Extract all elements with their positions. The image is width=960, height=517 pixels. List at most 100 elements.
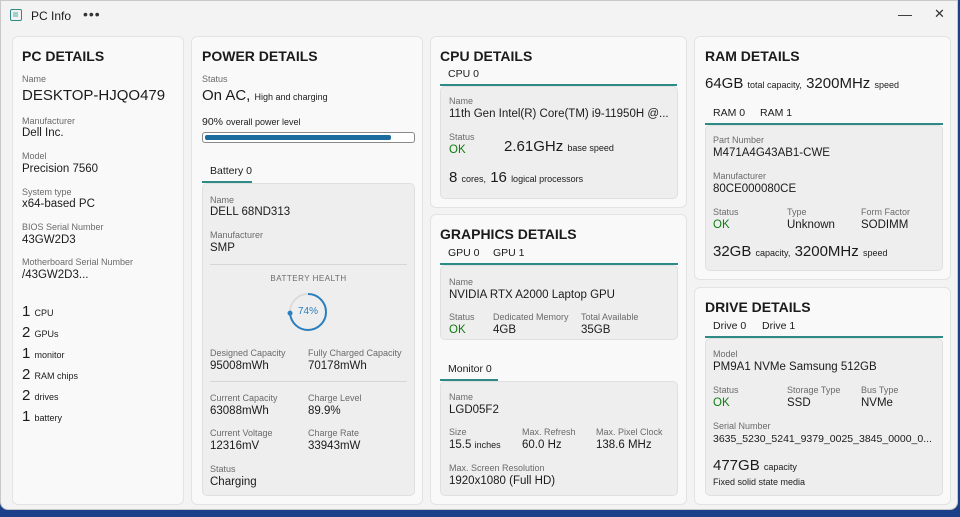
battery-card: Name DELL 68ND313 Manufacturer SMP BATTE… [202,183,415,496]
monitor-size: 15.5 inches [449,439,501,451]
cpu-speed: 2.61GHz base speed [504,138,614,155]
battery-health-label: BATTERY HEALTH [270,274,347,283]
battery-status: Charging [210,476,257,488]
count-gpus: 2 GPUs [22,324,59,341]
pc-model: Precision 7560 [22,163,99,175]
gpu-status: OK [449,324,466,336]
app-icon [10,9,22,21]
cpu-details-title: CPU DETAILS [440,48,533,64]
ram-status-label: Status [713,207,739,217]
drive-serial-label: Serial Number [713,421,771,431]
max-resolution: 1920x1080 (Full HD) [449,475,556,487]
close-button[interactable]: ✕ [934,6,945,21]
full-capacity: 70178mWh [308,360,367,372]
pc-system-type: x64-based PC [22,198,95,210]
dedicated-memory-label: Dedicated Memory [493,312,569,322]
tab-battery-0[interactable]: Battery 0 [210,165,253,177]
manufacturer-label: Manufacturer [22,116,76,126]
monitor-name: LGD05F2 [449,404,499,416]
name-label: Name [22,74,47,84]
cpu-status: OK [449,144,466,156]
ram-type: Unknown [787,219,835,231]
charge-rate-label: Charge Rate [308,428,360,438]
battery-name: DELL 68ND313 [210,206,291,218]
ram-status: OK [713,219,730,231]
tab-indicator [202,181,252,183]
ram-capacity: 32GB capacity, 3200MHz speed [713,243,888,260]
ram-total: 64GB total capacity, 3200MHz speed [705,75,899,92]
drive-capacity: 477GB capacity [713,457,797,474]
minimize-button[interactable]: — [898,6,912,22]
ram-manufacturer-label: Manufacturer [713,171,767,181]
part-number: M471A4G43AB1-CWE [713,147,830,159]
drive-serial: 3635_5230_5241_9379_0025_3845_0000_0... [713,433,932,445]
motherboard-serial: /43GW2D3... [22,269,89,281]
power-status: On AC, High and charging [202,87,328,104]
designed-capacity-label: Designed Capacity [210,348,286,358]
ram-details-title: RAM DETAILS [705,48,800,64]
pc-details-panel: PC DETAILS Name DESKTOP-HJQO479 Manufact… [12,36,184,505]
count-battery: 1 battery [22,408,63,425]
battery-status-label: Status [210,464,236,474]
battery-name-label: Name [210,195,235,205]
charge-level: 89.9% [308,405,341,417]
drive-details-title: DRIVE DETAILS [705,299,811,315]
gpu-status-label: Status [449,312,475,322]
power-details-title: POWER DETAILS [202,48,318,64]
voltage-label: Current Voltage [210,428,273,438]
drive-media: Fixed solid state media [713,477,806,487]
model-label: Model [22,151,47,161]
pc-name: DESKTOP-HJQO479 [22,87,166,104]
max-resolution-label: Max. Screen Resolution [449,463,545,473]
gpu-name-label: Name [449,277,474,287]
max-pixel-clock-label: Max. Pixel Clock [596,427,663,437]
monitor-size-label: Size [449,427,467,437]
ram-manufacturer: 80CE000080CE [713,183,797,195]
power-level: 90% overall power level [202,116,301,128]
drive-details-panel: DRIVE DETAILS Drive 0 Drive 1 Model PM9A… [694,287,951,505]
pc-details-title: PC DETAILS [22,48,105,64]
ram-type-label: Type [787,207,807,217]
bus-type: NVMe [861,397,893,409]
current-capacity: 63088mWh [210,405,269,417]
cpu-card: Name 11th Gen Intel(R) Core(TM) i9-11950… [440,86,678,199]
tab-ram-1[interactable]: RAM 1 [760,107,793,119]
total-available: 35GB [581,324,611,336]
graphics-details-title: GRAPHICS DETAILS [440,226,577,242]
more-options-button[interactable]: ••• [83,6,101,22]
charge-level-label: Charge Level [308,393,362,403]
max-pixel-clock: 138.6 MHz [596,439,652,451]
voltage: 12316mV [210,440,260,452]
tab-indicator [440,379,498,381]
tab-monitor-0[interactable]: Monitor 0 [448,363,492,375]
tab-drive-1[interactable]: Drive 1 [762,320,796,332]
tab-indicator [705,123,943,125]
cpu-name: 11th Gen Intel(R) Core(TM) i9-11950H @..… [449,108,669,120]
ram-card: Part Number M471A4G43AB1-CWE Manufacture… [705,125,943,271]
charge-rate: 33943mW [308,440,361,452]
bus-type-label: Bus Type [861,385,899,395]
designed-capacity: 95008mWh [210,360,269,372]
tab-cpu-0[interactable]: CPU 0 [448,68,479,80]
tab-gpu-0[interactable]: GPU 0 [448,247,480,259]
tab-gpu-1[interactable]: GPU 1 [493,247,525,259]
battery-health-value: 74% [297,306,318,317]
power-level-bar [202,132,415,143]
monitor-name-label: Name [449,392,474,402]
gpu-name: NVIDIA RTX A2000 Laptop GPU [449,289,615,301]
storage-type-label: Storage Type [787,385,841,395]
title-bar: PC Info ••• — ✕ [1,1,957,31]
total-available-label: Total Available [581,312,639,322]
tab-indicator [440,84,677,86]
system-type-label: System type [22,187,72,197]
cpu-status-label: Status [449,132,475,142]
tab-ram-0[interactable]: RAM 0 [713,107,746,119]
max-refresh-label: Max. Refresh [522,427,576,437]
drive-status: OK [713,397,730,409]
drive-card: Model PM9A1 NVMe Samsung 512GB Status OK… [705,338,943,496]
tab-drive-0[interactable]: Drive 0 [713,320,747,332]
cpu-details-panel: CPU DETAILS CPU 0 Name 11th Gen Intel(R)… [430,36,687,208]
drive-model-label: Model [713,349,738,359]
part-number-label: Part Number [713,135,765,145]
